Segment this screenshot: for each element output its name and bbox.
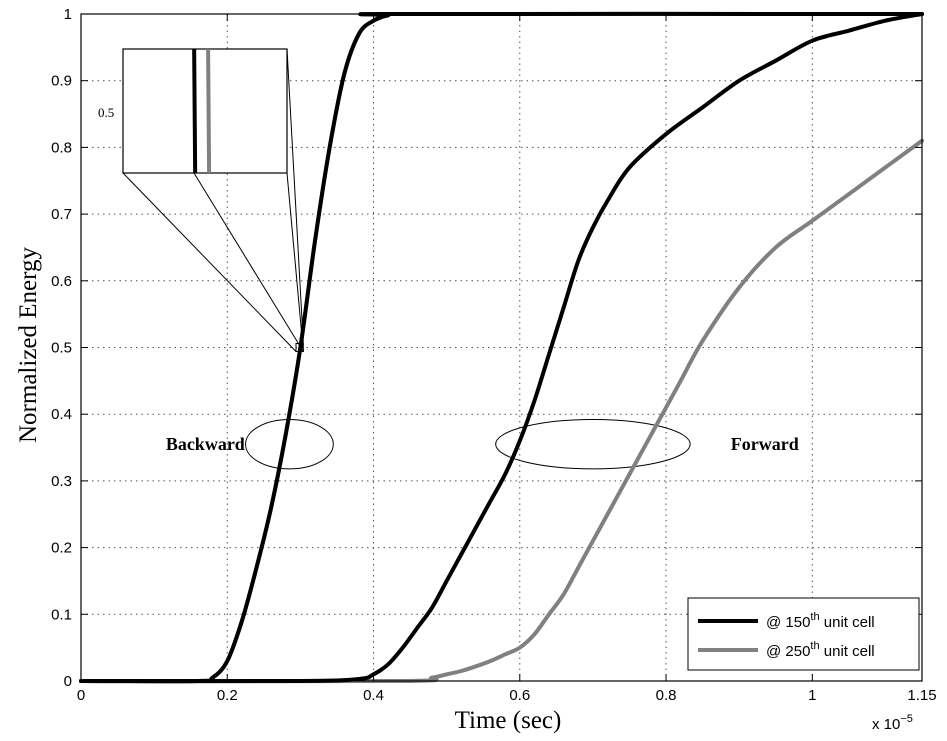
- series-150-forward-line: [79, 12, 924, 684]
- annotation-forward: Forward: [731, 434, 799, 454]
- tick-layer: 0 0.2 0.4 0.6 0.8 1 1.15 0 0.1 0.2 0.3 0.4 0.5 0.6 0.7…: [51, 6, 936, 704]
- y-tick-label-3: 0.3: [51, 473, 72, 490]
- x-tick-label-6: 1.15: [907, 687, 936, 704]
- legend-box: [687, 597, 920, 671]
- inset-y-label: 0.5: [98, 105, 114, 120]
- inset-box: [122, 48, 288, 174]
- y-tick-label-5: 0.5: [51, 340, 72, 357]
- x-axis-multiplier-exponent: −5: [900, 713, 913, 725]
- legend: @ 150th unit cell @ 250th unit cell: [687, 597, 920, 671]
- y-tick-label-10: 1: [64, 6, 72, 23]
- y-tick-label-9: 0.9: [51, 73, 72, 90]
- y-tick-label-7: 0.7: [51, 206, 72, 223]
- x-tick-label-1: 0.2: [217, 687, 238, 704]
- x-axis-multiplier-base: x 10: [872, 716, 900, 733]
- x-axis-label: Time (sec): [455, 707, 562, 734]
- x-tick-label-2: 0.4: [363, 687, 384, 704]
- inset-layer: 0.5: [98, 48, 304, 353]
- y-tick-label-6: 0.6: [51, 273, 72, 290]
- y-tick-label-1: 0.1: [51, 606, 72, 623]
- ellipse-forward: [495, 419, 691, 470]
- y-tick-label-8: 0.8: [51, 139, 72, 156]
- inset-connector-right: [286, 48, 304, 344]
- x-tick-label-4: 0.8: [656, 687, 677, 704]
- legend-label-150: @ 150th unit cell: [766, 611, 875, 631]
- inset-series-150-line: [192, 48, 198, 174]
- y-tick-label-4: 0.4: [51, 406, 72, 423]
- series-250-forward-line: [79, 138, 924, 684]
- inset-connector-left: [122, 172, 297, 352]
- annotation-backward: Backward: [166, 434, 245, 454]
- x-tick-label-5: 1: [808, 687, 816, 704]
- x-tick-label-3: 0.6: [509, 687, 530, 704]
- y-axis-label: Normalized Energy: [15, 247, 42, 443]
- y-tick-label-2: 0.2: [51, 540, 72, 557]
- y-tick-label-0: 0: [64, 673, 72, 690]
- inset-connector-bottom-right: [286, 172, 304, 352]
- legend-label-250: @ 250th unit cell: [766, 640, 875, 660]
- inset-connector-mid: [193, 172, 304, 352]
- inset-series-250-line: [206, 48, 212, 174]
- x-tick-label-0: 0: [77, 687, 85, 704]
- x-axis-multiplier: x 10−5: [872, 713, 913, 733]
